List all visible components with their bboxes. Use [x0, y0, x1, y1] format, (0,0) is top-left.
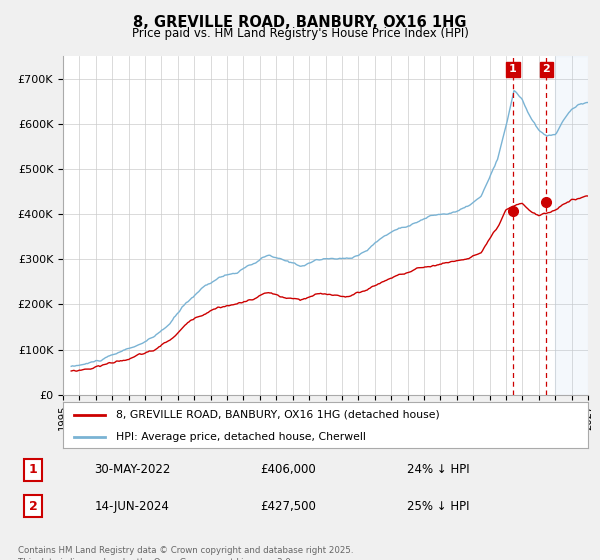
Text: 30-MAY-2022: 30-MAY-2022	[94, 463, 170, 477]
Text: £427,500: £427,500	[260, 500, 316, 513]
Text: 8, GREVILLE ROAD, BANBURY, OX16 1HG (detached house): 8, GREVILLE ROAD, BANBURY, OX16 1HG (det…	[115, 410, 439, 420]
Bar	[555, 56, 588, 395]
Text: 2: 2	[29, 500, 37, 513]
Text: £406,000: £406,000	[260, 463, 316, 477]
Text: 2: 2	[542, 64, 550, 74]
Text: 1: 1	[509, 64, 517, 74]
Text: 25% ↓ HPI: 25% ↓ HPI	[407, 500, 469, 513]
Text: HPI: Average price, detached house, Cherwell: HPI: Average price, detached house, Cher…	[115, 432, 365, 441]
Text: 24% ↓ HPI: 24% ↓ HPI	[407, 463, 469, 477]
Text: 14-JUN-2024: 14-JUN-2024	[95, 500, 169, 513]
Text: 1: 1	[29, 463, 37, 477]
Text: Contains HM Land Registry data © Crown copyright and database right 2025.
This d: Contains HM Land Registry data © Crown c…	[18, 546, 353, 560]
Bar	[555, 56, 588, 395]
Text: 8, GREVILLE ROAD, BANBURY, OX16 1HG: 8, GREVILLE ROAD, BANBURY, OX16 1HG	[133, 15, 467, 30]
Text: Price paid vs. HM Land Registry's House Price Index (HPI): Price paid vs. HM Land Registry's House …	[131, 27, 469, 40]
